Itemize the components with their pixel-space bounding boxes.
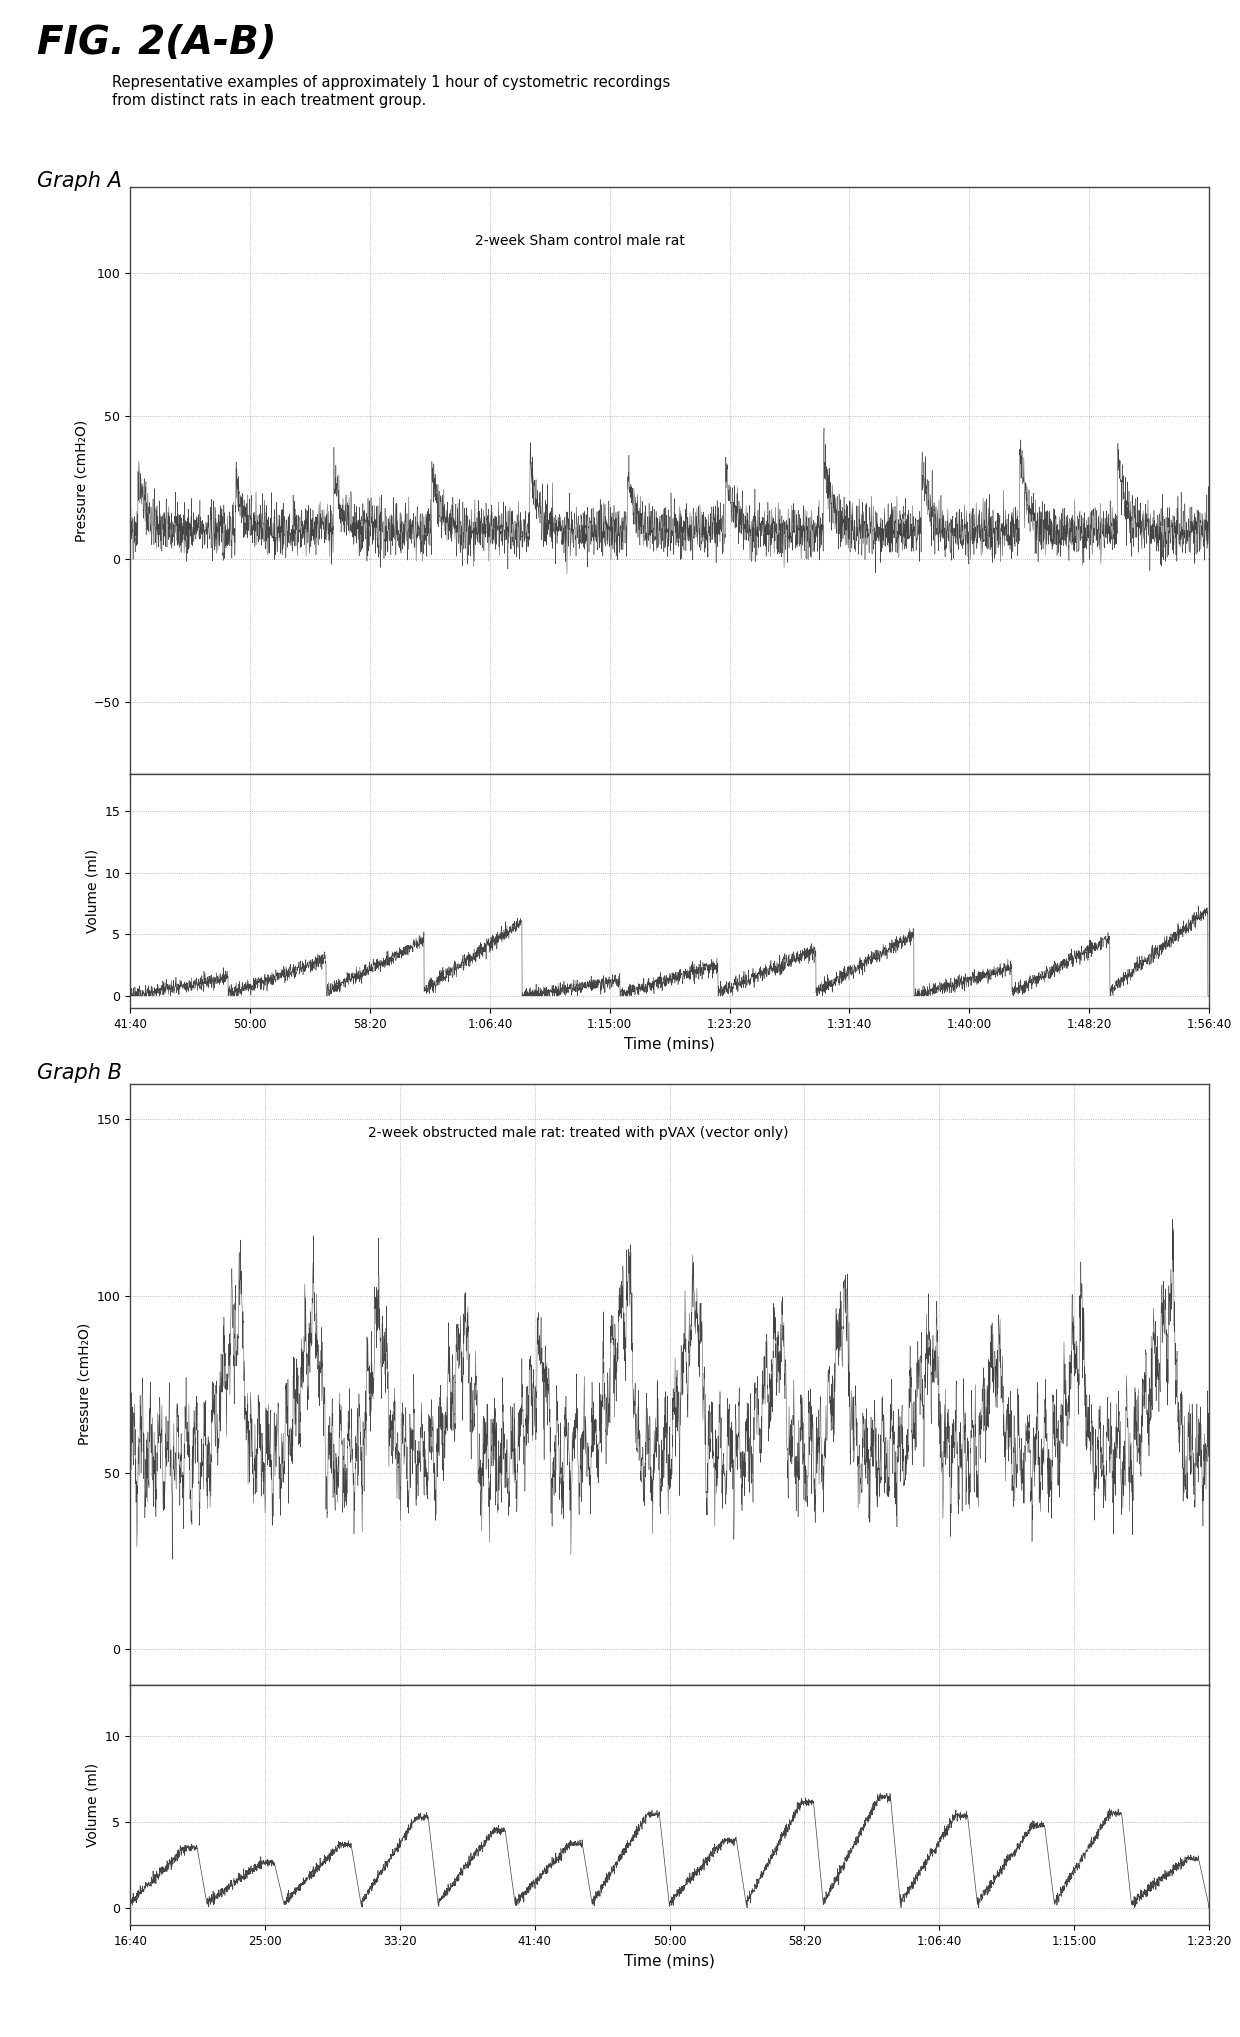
- Text: Representative examples of approximately 1 hour of cystometric recordings
from d: Representative examples of approximately…: [112, 75, 670, 108]
- Text: 2-week obstructed male rat: treated with pVAX (vector only): 2-week obstructed male rat: treated with…: [367, 1126, 789, 1141]
- X-axis label: Time (mins): Time (mins): [624, 1953, 715, 1968]
- Y-axis label: Pressure (cmH₂O): Pressure (cmH₂O): [77, 1322, 91, 1446]
- Text: Graph A: Graph A: [37, 171, 122, 191]
- Y-axis label: Volume (ml): Volume (ml): [86, 1762, 99, 1848]
- Text: Graph B: Graph B: [37, 1063, 123, 1084]
- X-axis label: Time (mins): Time (mins): [624, 1037, 715, 1051]
- Y-axis label: Pressure (cmH₂O): Pressure (cmH₂O): [74, 420, 88, 542]
- Text: FIG. 2(A-B): FIG. 2(A-B): [37, 24, 277, 63]
- Text: 2-week Sham control male rat: 2-week Sham control male rat: [475, 234, 686, 249]
- Y-axis label: Volume (ml): Volume (ml): [86, 849, 99, 933]
